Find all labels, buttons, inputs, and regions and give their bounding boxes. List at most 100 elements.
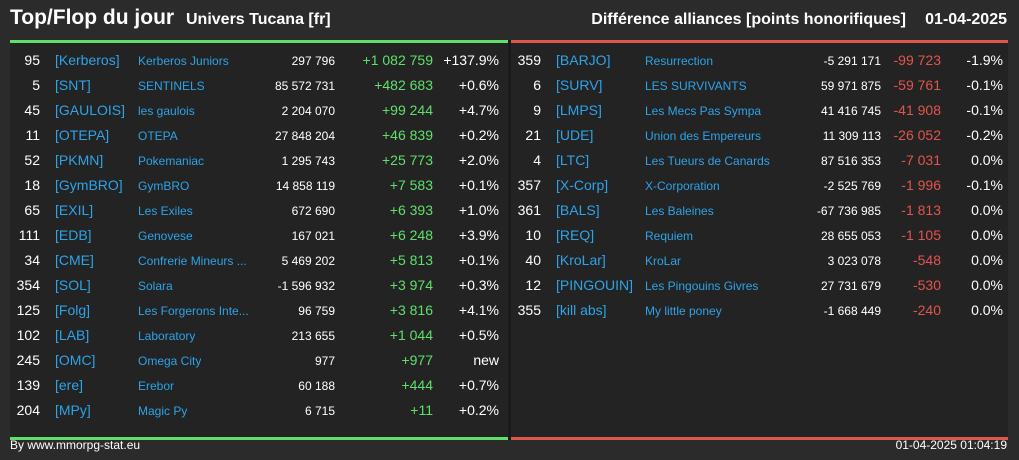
flop-row: 361 [BALS] Les Baleines -67 736 985 -1 813 0.… [511, 199, 1008, 224]
top-row: 45 [GAULOIS] les gaulois 2 204 070 +99 244 +4… [10, 99, 508, 124]
alliance-points: 167 021 [291, 229, 335, 243]
percent-change: +0.2% [458, 402, 499, 418]
alliance-tag[interactable]: [KroLar] [556, 252, 606, 268]
alliance-tag[interactable]: [BALS] [556, 202, 600, 218]
alliance-name[interactable]: Les Forgerons Inte... [138, 304, 249, 318]
alliance-rank: 12 [525, 277, 541, 293]
alliance-tag[interactable]: [SURV] [556, 77, 603, 93]
alliance-name[interactable]: Laboratory [138, 329, 196, 343]
percent-change: new [473, 352, 499, 368]
alliance-name[interactable]: Genovese [138, 229, 193, 243]
points-difference: -548 [912, 252, 941, 268]
alliance-rank: 245 [16, 352, 40, 368]
top-row: 11 [OTEPA] OTEPA 27 848 204 +46 839 +0.2% [10, 124, 508, 149]
alliance-rank: 125 [16, 302, 40, 318]
alliance-tag[interactable]: [ere] [55, 377, 84, 393]
points-difference: -59 761 [893, 77, 941, 93]
flop-row: 9 [LMPS] Les Mecs Pas Sympa 41 416 745 -41 9… [511, 99, 1008, 124]
alliance-rank: 40 [525, 252, 541, 268]
alliance-name[interactable]: Les Exiles [138, 204, 193, 218]
alliance-rank: 45 [24, 102, 40, 118]
alliance-tag[interactable]: [UDE] [556, 127, 594, 143]
alliance-rank: 359 [517, 52, 541, 68]
alliance-name[interactable]: SENTINELS [138, 79, 205, 93]
alliance-tag[interactable]: [LMPS] [556, 102, 602, 118]
alliance-tag[interactable]: [Folg] [55, 302, 91, 318]
alliance-name[interactable]: Omega City [138, 354, 202, 368]
percent-change: 0.0% [971, 152, 1003, 168]
percent-change: -0.1% [966, 177, 1003, 193]
alliance-name[interactable]: LES SURVIVANTS [645, 79, 747, 93]
percent-change: -0.1% [966, 102, 1003, 118]
alliance-name[interactable]: Les Tueurs de Canards [645, 154, 770, 168]
points-difference: +46 839 [382, 127, 433, 143]
alliance-tag[interactable]: [Kerberos] [55, 52, 120, 68]
alliance-tag[interactable]: [GAULOIS] [55, 102, 126, 118]
alliance-rank: 34 [24, 252, 40, 268]
percent-change: 0.0% [971, 202, 1003, 218]
alliance-name[interactable]: Confrerie Mineurs ... [138, 254, 247, 268]
alliance-name[interactable]: Les Mecs Pas Sympa [645, 104, 762, 118]
alliance-tag[interactable]: [OTEPA] [55, 127, 110, 143]
alliance-tag[interactable]: [MPy] [55, 402, 91, 418]
ranking-date: 01-04-2025 [925, 11, 1007, 28]
flop-row: 21 [UDE] Union des Empereurs 11 309 113 -26 … [511, 124, 1008, 149]
page-title: Top/Flop du jour [10, 6, 175, 29]
alliance-name[interactable]: X-Corporation [645, 179, 720, 193]
alliance-name[interactable]: Solara [138, 279, 173, 293]
alliance-name[interactable]: Magic Py [138, 404, 188, 418]
generated-timestamp: 01-04-2025 01:04:19 [895, 438, 1007, 452]
alliance-name[interactable]: Requiem [645, 229, 694, 243]
universe-label: Univers Tucana [fr] [186, 11, 331, 28]
alliance-name[interactable]: les gaulois [138, 104, 195, 118]
percent-change: +0.1% [458, 177, 499, 193]
percent-change: +137.9% [443, 52, 499, 68]
percent-change: +0.6% [458, 77, 499, 93]
alliance-name[interactable]: Kerberos Juniors [138, 54, 229, 68]
alliance-tag[interactable]: [PINGOUIN] [556, 277, 634, 293]
alliance-tag[interactable]: [BARJO] [556, 52, 611, 68]
alliance-name[interactable]: Erebor [138, 379, 175, 393]
alliance-tag[interactable]: [X-Corp] [556, 177, 609, 193]
alliance-points: 41 416 745 [820, 104, 881, 118]
alliance-name[interactable]: Les Pingouins Givres [645, 279, 759, 293]
alliance-rank: 355 [517, 302, 541, 318]
alliance-tag[interactable]: [EDB] [55, 227, 92, 243]
alliance-tag[interactable]: [LTC] [556, 152, 590, 168]
points-difference: +99 244 [382, 102, 433, 118]
alliance-tag[interactable]: [SOL] [55, 277, 91, 293]
top-row: 102 [LAB] Laboratory 213 655 +1 044 +0.5% [10, 324, 508, 349]
points-difference: +1 044 [389, 327, 433, 343]
alliance-name[interactable]: My little poney [645, 304, 722, 318]
alliance-name[interactable]: OTEPA [138, 129, 178, 143]
alliance-rank: 111 [18, 227, 40, 243]
alliance-rank: 204 [16, 402, 40, 418]
percent-change: +0.1% [458, 252, 499, 268]
top-row: 125 [Folg] Les Forgerons Inte... 96 759 +3 8… [10, 299, 508, 324]
alliance-name[interactable]: Les Baleines [645, 204, 714, 218]
alliance-name[interactable]: Union des Empereurs [645, 129, 762, 143]
alliance-tag[interactable]: [PKMN] [55, 152, 104, 168]
alliance-name[interactable]: Pokemaniac [138, 154, 205, 168]
points-difference: +482 683 [374, 77, 433, 93]
top-row: 245 [OMC] Omega City 977 +977 new [10, 349, 508, 374]
alliance-points: 27 731 679 [820, 279, 881, 293]
alliance-tag[interactable]: [CME] [55, 252, 94, 268]
alliance-tag[interactable]: [GymBRO] [55, 177, 123, 193]
alliance-name[interactable]: GymBRO [138, 179, 190, 193]
alliance-tag[interactable]: [REQ] [556, 227, 595, 243]
alliance-tag[interactable]: [kill abs] [556, 302, 607, 318]
alliance-tag[interactable]: [LAB] [55, 327, 90, 343]
top-list: 95 [Kerberos] Kerberos Juniors 297 796 +1 08… [10, 49, 508, 424]
alliance-name[interactable]: Resurrection [645, 54, 714, 68]
alliance-tag[interactable]: [SNT] [55, 77, 91, 93]
alliance-rank: 52 [24, 152, 40, 168]
percent-change: +0.7% [458, 377, 499, 393]
alliance-rank: 10 [525, 227, 541, 243]
alliance-tag[interactable]: [EXIL] [55, 202, 94, 218]
alliance-tag[interactable]: [OMC] [55, 352, 96, 368]
percent-change: +0.2% [458, 127, 499, 143]
alliance-name[interactable]: KroLar [645, 254, 682, 268]
alliance-points: -1 596 932 [277, 279, 335, 293]
top-panel: 95 [Kerberos] Kerberos Juniors 297 796 +1 08… [10, 40, 508, 440]
